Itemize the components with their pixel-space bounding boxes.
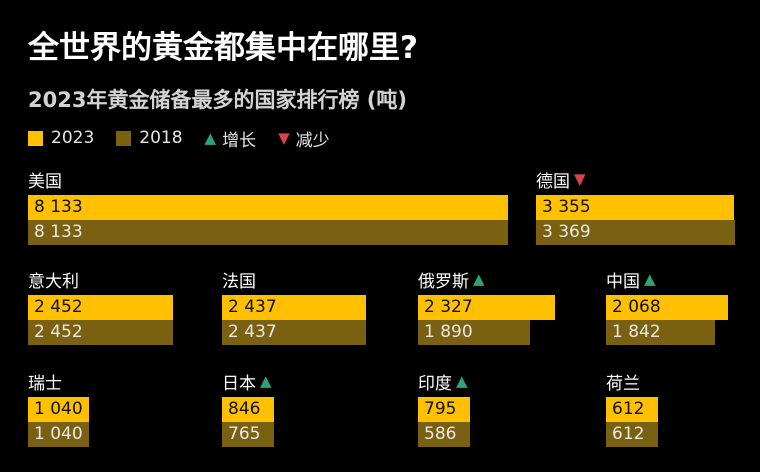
bar-2023: 2 437 — [222, 295, 366, 320]
legend-label-2023: 2023 — [51, 128, 95, 148]
legend-label-increase: 增长 — [222, 130, 257, 151]
legend-swatch-2023 — [28, 130, 43, 146]
country-name: 美国 — [28, 171, 62, 192]
legend: 2023 2018 ▲ 增长 ▼ 减少 — [28, 126, 352, 151]
country-label: 荷兰 — [606, 370, 640, 394]
country-name: 瑞士 — [28, 373, 62, 394]
bar-2023: 612 — [606, 397, 658, 422]
bar-2023: 3 355 — [536, 195, 734, 220]
legend-item-decrease: ▼ 减少 — [278, 126, 330, 151]
bar-2023: 2 068 — [606, 295, 729, 320]
bar-2018: 2 452 — [28, 320, 173, 345]
country-label: 德国 ▼ — [536, 168, 586, 192]
country-label: 俄罗斯 ▲ — [418, 268, 485, 292]
country-label: 日本 ▲ — [222, 370, 272, 394]
bar-2023: 795 — [418, 397, 470, 422]
increase-triangle-icon: ▲ — [473, 269, 485, 288]
chart-subtitle: 2023年黄金储备最多的国家排行榜 (吨) — [28, 88, 407, 112]
bar-2018: 3 369 — [536, 220, 735, 245]
bar-2018: 1 890 — [418, 320, 530, 345]
legend-item-increase: ▲ 增长 — [205, 126, 257, 151]
bar-2023: 8 133 — [28, 195, 508, 220]
bar-2018: 2 437 — [222, 320, 366, 345]
bar-2023: 2 327 — [418, 295, 556, 320]
country-label: 瑞士 — [28, 370, 62, 394]
bar-2023: 846 — [222, 397, 274, 422]
legend-item-2018: 2018 — [116, 128, 183, 148]
decrease-triangle-icon: ▼ — [278, 128, 290, 147]
increase-triangle-icon: ▲ — [204, 128, 217, 147]
country-name: 日本 — [222, 373, 256, 394]
legend-label-2018: 2018 — [139, 128, 183, 148]
bar-2018: 765 — [222, 422, 274, 447]
increase-triangle-icon: ▲ — [456, 371, 468, 390]
bar-2023: 2 452 — [28, 295, 173, 320]
country-label: 意大利 — [28, 268, 79, 292]
legend-item-2023: 2023 — [28, 128, 94, 148]
legend-label-decrease: 减少 — [295, 130, 330, 151]
country-name: 印度 — [418, 373, 452, 394]
chart-title: 全世界的黄金都集中在哪里? — [28, 30, 418, 66]
country-name: 中国 — [606, 271, 640, 292]
bar-2018: 586 — [418, 422, 470, 447]
country-label: 法国 — [222, 268, 256, 292]
country-name: 意大利 — [28, 271, 79, 292]
decrease-triangle-icon: ▼ — [574, 169, 586, 188]
bar-2018: 1 842 — [606, 320, 715, 345]
legend-swatch-2018 — [116, 130, 132, 146]
country-label: 印度 ▲ — [418, 370, 468, 394]
bar-2018: 612 — [606, 422, 658, 447]
country-label: 中国 ▲ — [606, 268, 656, 292]
country-name: 法国 — [222, 271, 256, 292]
increase-triangle-icon: ▲ — [260, 371, 272, 390]
bar-2018: 1 040 — [28, 422, 90, 447]
bar-2018: 8 133 — [28, 220, 508, 245]
country-name: 荷兰 — [606, 373, 640, 394]
country-label: 美国 — [28, 168, 62, 192]
bar-2023: 1 040 — [28, 397, 90, 422]
country-name: 德国 — [536, 171, 570, 192]
country-name: 俄罗斯 — [418, 271, 469, 292]
increase-triangle-icon: ▲ — [644, 269, 656, 288]
